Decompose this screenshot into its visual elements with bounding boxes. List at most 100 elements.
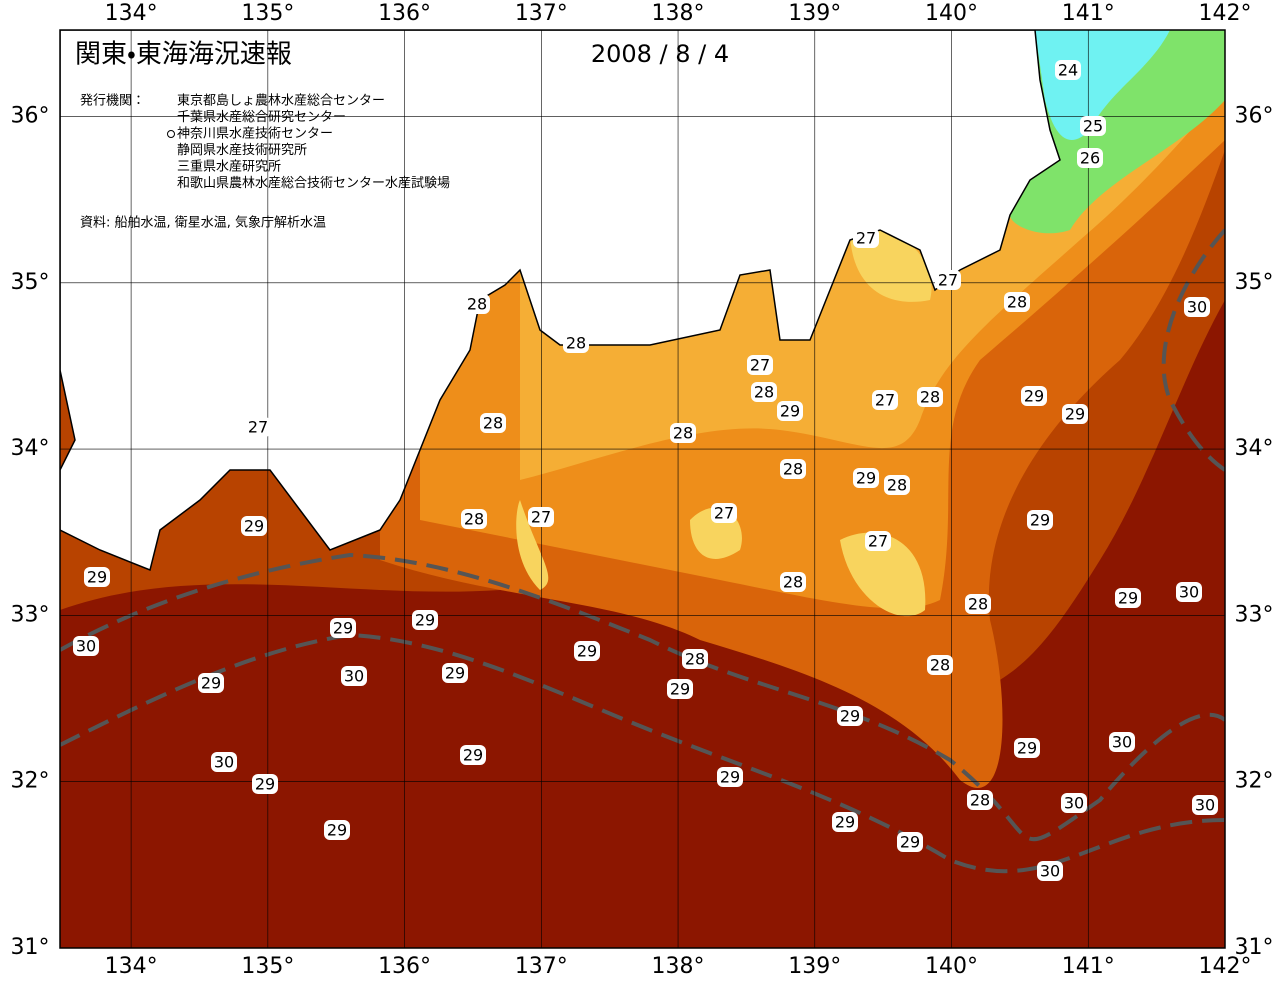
contour-label: 27 (856, 229, 876, 248)
contour-label: 27 (248, 418, 268, 437)
contour-label-box (865, 531, 891, 551)
contour-label-box (245, 417, 271, 437)
lon-tick-label: 136° (378, 954, 431, 979)
lon-tick-label: 136° (378, 1, 431, 26)
contour-label: 28 (566, 334, 586, 353)
agencies-label: 発行機関： (80, 94, 145, 109)
contour-label: 28 (754, 383, 774, 402)
contour-label: 27 (531, 508, 551, 527)
lon-tick-label: 134° (105, 1, 158, 26)
contour-label-box (751, 382, 777, 402)
contour-labels: 24 25 26 27 27 28 28 30 28 27 28 29 27 28 29 29 28 27 28 28… (73, 60, 1218, 881)
agency-list: 東京都島しょ農林水産総合センター千葉県水産総合研究センター神奈川県水産技術センタ… (177, 93, 450, 192)
contour-label: 29 (244, 517, 264, 536)
contour-label-box (1055, 60, 1081, 80)
lon-tick-label: 141° (1062, 954, 1115, 979)
contour-label: 29 (87, 568, 107, 587)
frame (59, 29, 1226, 949)
contour-label-box (965, 594, 991, 614)
agency-marker (167, 130, 175, 138)
land (60, 30, 1061, 572)
contour-label: 28 (887, 476, 907, 495)
contour-label-box (747, 355, 773, 375)
lon-tick-label: 137° (515, 1, 568, 26)
contour-label: 29 (856, 469, 876, 488)
contour-label-box (73, 636, 99, 656)
contour-label: 28 (467, 295, 487, 314)
contour-label-box (884, 475, 910, 495)
lat-tick-label: 33° (1235, 602, 1274, 627)
lat-tick-label: 31° (1235, 935, 1274, 960)
cold-water (1035, 30, 1170, 140)
contour-label: 29 (463, 746, 483, 765)
lat-tick-label: 34° (11, 436, 50, 461)
contour-label: 25 (1083, 117, 1103, 136)
contour-label-box (1176, 582, 1202, 602)
contour-label-box (341, 666, 367, 686)
contour-label: 29 (445, 664, 465, 683)
agency: 和歌山県農林水産総合技術センター水産試験場 (177, 175, 450, 191)
contour-label-box (967, 790, 993, 810)
lon-tick-label: 135° (241, 1, 294, 26)
lon-tick-label: 140° (925, 954, 978, 979)
contour-label: 29 (670, 680, 690, 699)
sea-fill (60, 30, 1225, 948)
title: 関東・東海海況速報 (75, 40, 292, 70)
agency: 東京都島しょ農林水産総合センター (177, 93, 385, 109)
contour-label-box (252, 774, 278, 794)
lat-tick-label: 31° (11, 935, 50, 960)
contour-label-box (563, 333, 589, 353)
kuroshio-axis (60, 552, 1225, 842)
contour-label: 29 (333, 619, 353, 638)
contour-label-box (1192, 795, 1218, 815)
contour-label: 27 (868, 532, 888, 551)
contour-label-box (412, 610, 438, 630)
contour-label: 27 (875, 391, 895, 410)
lat-tick-label: 35° (1235, 270, 1274, 295)
contour-label: 30 (1040, 862, 1060, 881)
contour-label-box (211, 752, 237, 772)
contour-label: 27 (938, 271, 958, 290)
contour-label: 28 (970, 791, 990, 810)
contour-label-box (1021, 386, 1047, 406)
contour-label-box (872, 390, 898, 410)
lon-tick-label: 139° (788, 1, 841, 26)
lon-tick-label: 138° (652, 1, 705, 26)
contour-label: 29 (327, 821, 347, 840)
kuroshio-axis (1161, 228, 1225, 472)
contour-label: 30 (344, 667, 364, 686)
contour-label: 29 (840, 707, 860, 726)
contour-label-box (528, 507, 554, 527)
contour-label-box (574, 641, 600, 661)
contour-label-box (460, 745, 486, 765)
lat-tick-label: 34° (1235, 436, 1274, 461)
contour-label-box (480, 413, 506, 433)
contour-label-box (1004, 292, 1030, 312)
contour-label-box (927, 655, 953, 675)
contour-label: 29 (900, 833, 920, 852)
agency: 静岡県水産技術研究所 (177, 142, 307, 158)
contour-label: 30 (214, 753, 234, 772)
contour-label: 29 (720, 768, 740, 787)
contour-label: 29 (1017, 739, 1037, 758)
contour-label-box (1037, 861, 1063, 881)
contour-label-box (897, 832, 923, 852)
contour-label-box (832, 812, 858, 832)
contour-label: 27 (750, 356, 770, 375)
contour-label: 24 (1058, 61, 1078, 80)
lon-tick-label: 140° (925, 1, 978, 26)
contour-label: 26 (1080, 149, 1100, 168)
contour-label: 29 (1118, 589, 1138, 608)
contour-label-box (461, 509, 487, 529)
contour-label: 29 (577, 642, 597, 661)
contour-label-box (1115, 588, 1141, 608)
contour-label-box (84, 567, 110, 587)
contour-label-box (241, 516, 267, 536)
agency: 三重県水産研究所 (177, 159, 281, 175)
contour-label-box (1109, 732, 1135, 752)
contour-label-box (1027, 510, 1053, 530)
lon-tick-label: 135° (241, 954, 294, 979)
contour-label: 28 (685, 650, 705, 669)
lon-tick-label: 137° (515, 954, 568, 979)
lon-tick-label: 134° (105, 954, 158, 979)
